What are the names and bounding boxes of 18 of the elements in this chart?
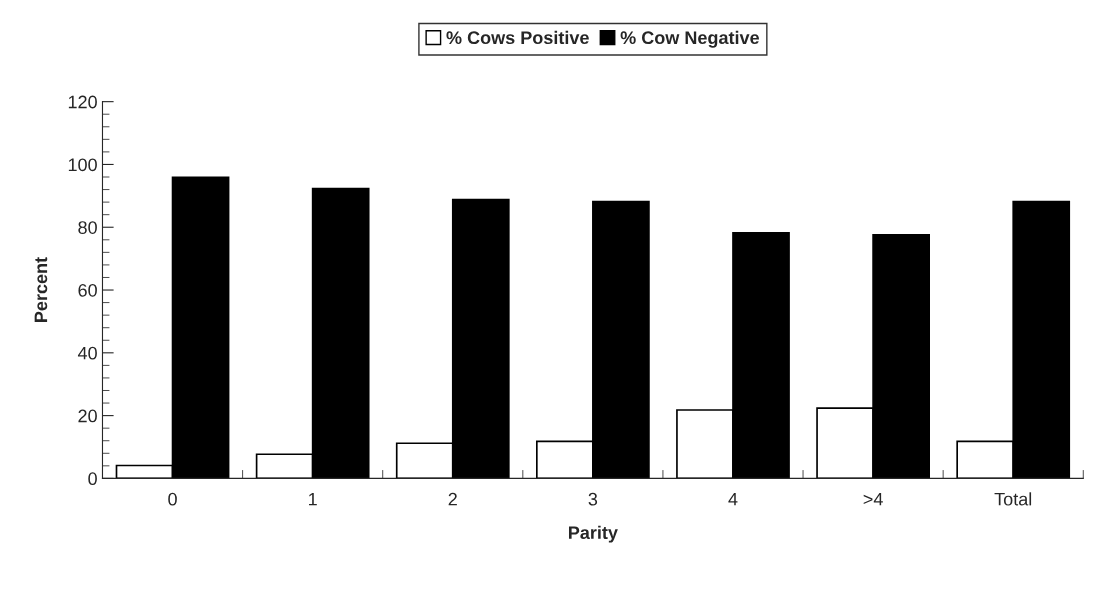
x-tick-label: >4 <box>863 492 883 506</box>
y-tick-label: 60 <box>78 283 97 297</box>
y-axis-title: Percent <box>34 257 48 322</box>
y-tick-label: 0 <box>88 472 97 486</box>
y-tick-label: 80 <box>78 221 97 234</box>
legend-label: % Cow Negative <box>620 30 760 48</box>
x-tick-label: 4 <box>728 492 738 506</box>
legend-label: % Cows Positive <box>446 30 589 45</box>
x-axis-title: Parity <box>568 525 618 543</box>
x-tick-label: Total <box>994 492 1032 506</box>
x-tick-label: 2 <box>448 492 457 506</box>
y-tick-label: 100 <box>68 158 97 172</box>
x-tick-label: 0 <box>168 492 177 506</box>
x-tick-label: 3 <box>588 492 598 506</box>
x-tick-label: 1 <box>309 492 317 506</box>
y-tick-label: 20 <box>78 409 97 423</box>
y-tick-label: 40 <box>77 346 97 360</box>
y-tick-label: 120 <box>68 95 97 109</box>
